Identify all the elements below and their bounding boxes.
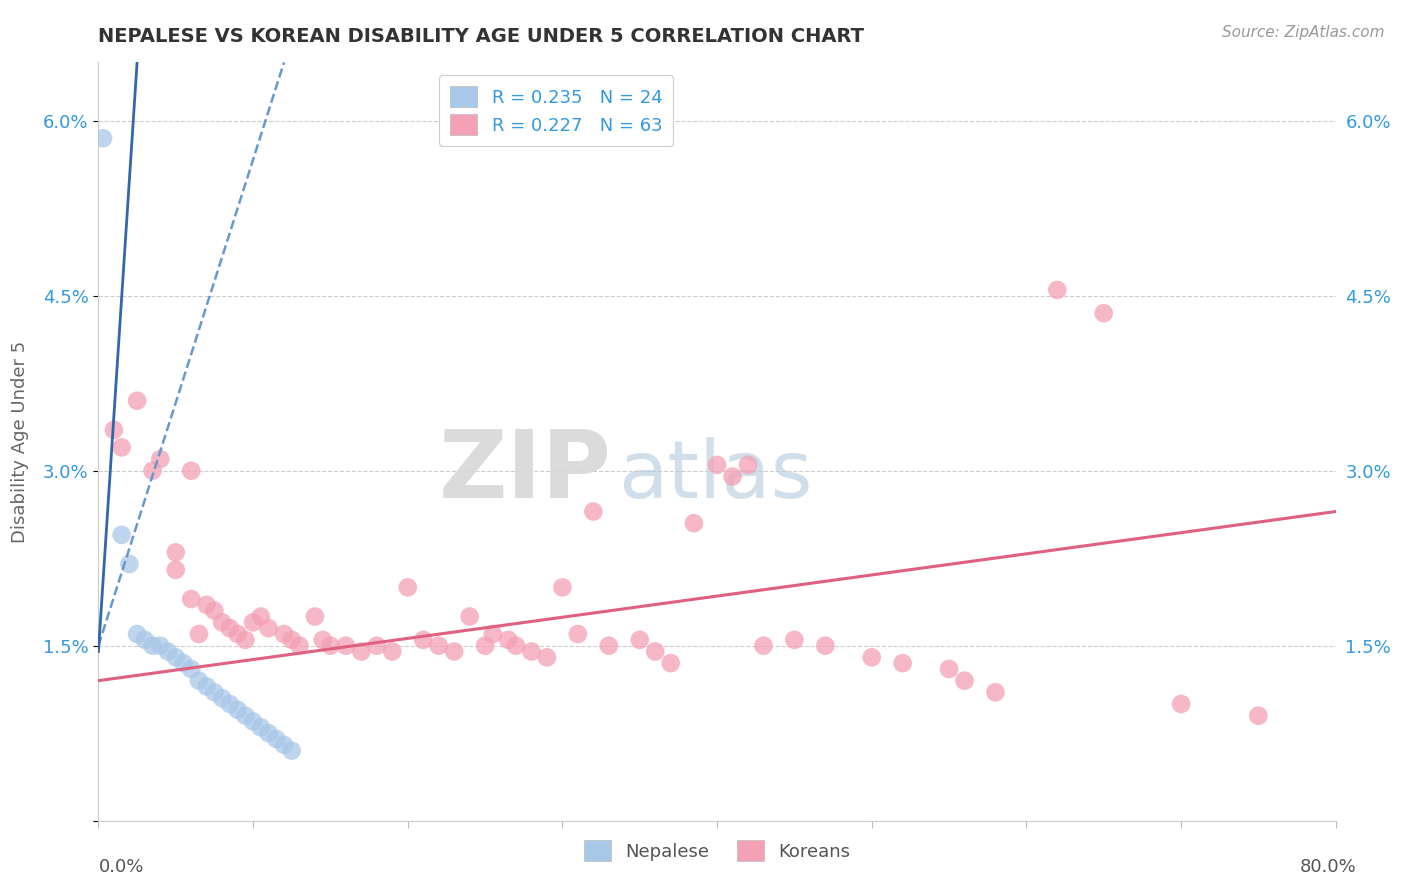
Point — [165, 563, 187, 577]
Point — [1247, 708, 1270, 723]
Point — [226, 627, 249, 641]
Point — [335, 639, 357, 653]
Point — [195, 598, 218, 612]
Point — [427, 639, 450, 653]
Point — [195, 680, 218, 694]
Point — [752, 639, 775, 653]
Point — [659, 656, 682, 670]
Point — [481, 627, 505, 641]
Point — [172, 656, 194, 670]
Point — [273, 627, 295, 641]
Point — [281, 632, 304, 647]
Point — [91, 131, 114, 145]
Point — [706, 458, 728, 472]
Point — [165, 545, 187, 559]
Point — [180, 464, 202, 478]
Point — [381, 644, 404, 658]
Point — [628, 632, 651, 647]
Point — [281, 744, 304, 758]
Point — [350, 644, 373, 658]
Point — [134, 632, 156, 647]
Point — [242, 714, 264, 729]
Point — [474, 639, 496, 653]
Text: NEPALESE VS KOREAN DISABILITY AGE UNDER 5 CORRELATION CHART: NEPALESE VS KOREAN DISABILITY AGE UNDER … — [98, 27, 865, 45]
Point — [721, 469, 744, 483]
Point — [520, 644, 543, 658]
Point — [582, 504, 605, 518]
Point — [180, 662, 202, 676]
Point — [157, 644, 180, 658]
Point — [443, 644, 465, 658]
Point — [304, 609, 326, 624]
Text: ZIP: ZIP — [439, 425, 612, 518]
Point — [366, 639, 388, 653]
Point — [567, 627, 589, 641]
Point — [458, 609, 481, 624]
Point — [1046, 283, 1069, 297]
Point — [683, 516, 706, 531]
Point — [141, 639, 165, 653]
Point — [149, 639, 172, 653]
Y-axis label: Disability Age Under 5: Disability Age Under 5 — [11, 341, 30, 542]
Point — [783, 632, 806, 647]
Point — [165, 650, 187, 665]
Point — [127, 627, 149, 641]
Point — [396, 580, 419, 594]
Point — [814, 639, 837, 653]
Point — [141, 464, 165, 478]
Point — [219, 697, 242, 711]
Point — [149, 452, 172, 467]
Point — [235, 632, 257, 647]
Point — [211, 615, 233, 630]
Text: 0.0%: 0.0% — [98, 858, 143, 876]
Point — [111, 441, 132, 455]
Point — [319, 639, 342, 653]
Point — [257, 726, 280, 740]
Point — [984, 685, 1007, 699]
Point — [598, 639, 620, 653]
Point — [103, 423, 125, 437]
Point — [204, 685, 226, 699]
Point — [498, 632, 520, 647]
Point — [188, 627, 211, 641]
Point — [257, 621, 280, 635]
Point — [938, 662, 960, 676]
Point — [1170, 697, 1192, 711]
Point — [737, 458, 759, 472]
Point — [226, 703, 249, 717]
Point — [412, 632, 434, 647]
Point — [180, 592, 202, 607]
Point — [242, 615, 264, 630]
Text: atlas: atlas — [619, 437, 813, 515]
Point — [211, 691, 233, 706]
Point — [860, 650, 883, 665]
Point — [204, 604, 226, 618]
Point — [264, 731, 288, 746]
Text: Source: ZipAtlas.com: Source: ZipAtlas.com — [1222, 25, 1385, 40]
Point — [235, 708, 257, 723]
Point — [505, 639, 527, 653]
Point — [536, 650, 558, 665]
Legend: Nepalese, Koreans: Nepalese, Koreans — [576, 833, 858, 869]
Point — [219, 621, 242, 635]
Point — [250, 720, 273, 734]
Point — [127, 393, 149, 408]
Point — [188, 673, 211, 688]
Point — [644, 644, 666, 658]
Point — [312, 632, 335, 647]
Point — [118, 557, 141, 571]
Point — [111, 528, 132, 542]
Point — [891, 656, 914, 670]
Point — [288, 639, 311, 653]
Point — [551, 580, 574, 594]
Point — [273, 738, 295, 752]
Point — [250, 609, 273, 624]
Text: 80.0%: 80.0% — [1301, 858, 1357, 876]
Point — [953, 673, 976, 688]
Point — [1092, 306, 1115, 320]
